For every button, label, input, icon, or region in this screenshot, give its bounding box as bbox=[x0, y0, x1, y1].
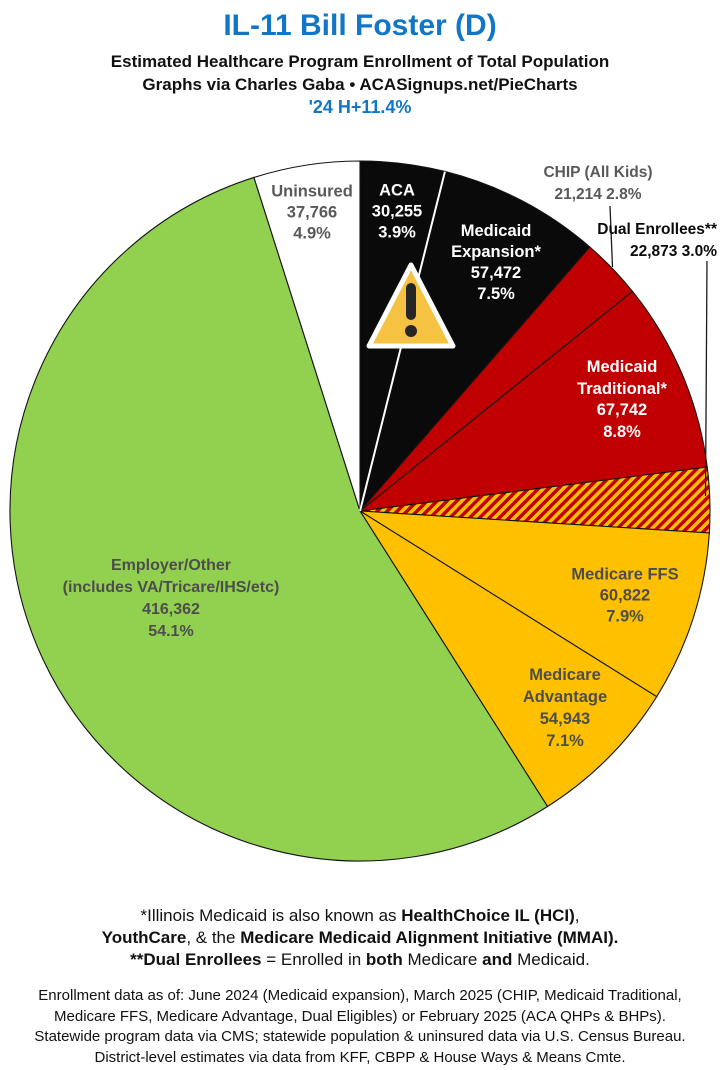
slice-label-medicare-ffs: Medicare FFS 60,822 7.9% bbox=[571, 565, 678, 628]
slice-label-line: 67,742 bbox=[596, 401, 648, 419]
pie-slice-medicaid-expansion bbox=[359, 170, 591, 512]
slice-label-line: 7.5% bbox=[477, 285, 515, 303]
slice-label-line: (includes VA/Tricare/IHS/etc) bbox=[62, 579, 280, 596]
slice-label-aca: ACA 30,255 3.9% bbox=[372, 181, 422, 244]
dual-leader-line bbox=[704, 260, 708, 497]
slice-label-line: 21,214 2.8% bbox=[554, 186, 642, 203]
source-line: Medicare FFS, Medicare Advantage, Dual E… bbox=[54, 1007, 666, 1025]
slice-label-line: CHIP (All Kids) bbox=[543, 164, 653, 181]
slice-label-line: 7.9% bbox=[606, 607, 644, 626]
slice-label-line: Uninsured bbox=[271, 182, 353, 201]
slice-label-line: Medicare FFS bbox=[571, 565, 679, 584]
slice-label-chip: CHIP (All Kids) 21,214 2.8% bbox=[543, 162, 652, 206]
slice-label-line: Advantage bbox=[522, 688, 608, 706]
source-line: District-level estimates via data from K… bbox=[94, 1048, 626, 1066]
slice-label-medicaid-expansion: Medicaid Expansion* 57,472 7.5% bbox=[451, 221, 541, 305]
source-notes: Enrollment data as of: June 2024 (Medica… bbox=[0, 986, 720, 1068]
pie-slice-medicare-ffs bbox=[359, 510, 710, 698]
slice-label-line: 57,472 bbox=[470, 264, 522, 282]
slice-label-line: Medicaid bbox=[586, 358, 658, 376]
slice-label-line: Medicaid bbox=[460, 222, 532, 240]
slice-label-line: 54,943 bbox=[539, 710, 591, 728]
chart-subtitle: Estimated Healthcare Program Enrollment … bbox=[110, 52, 610, 71]
slice-label-line: 7.1% bbox=[546, 732, 584, 750]
source-line: Statewide program data via CMS; statewid… bbox=[34, 1028, 686, 1045]
pie-slice-employer bbox=[9, 176, 549, 862]
slice-label-line: 30,255 bbox=[371, 202, 423, 221]
warning-triangle-icon bbox=[366, 262, 456, 349]
slice-label-line: 37,766 bbox=[286, 203, 338, 222]
slice-label-medicaid-traditional: Medicaid Traditional* 67,742 8.8% bbox=[577, 357, 667, 443]
pie-slices bbox=[9, 160, 711, 862]
slice-label-line: 416,362 bbox=[142, 601, 200, 618]
slice-label-line: 54.1% bbox=[148, 623, 194, 640]
slice-label-line: Dual Enrollees** bbox=[597, 221, 717, 238]
slice-label-dual: Dual Enrollees** 22,873 3.0% bbox=[597, 219, 717, 263]
slice-label-medicare-advantage: Medicare Advantage 54,943 7.1% bbox=[523, 664, 607, 752]
footnote-line: **Dual Enrollees = Enrolled in both Medi… bbox=[130, 950, 590, 969]
page-title: IL-11 Bill Foster (D) bbox=[223, 9, 497, 42]
pie-slice-medicare-advantage bbox=[359, 510, 658, 808]
source-line: Enrollment data as of: June 2024 (Medica… bbox=[38, 987, 682, 1004]
footnotes: *Illinois Medicaid is also known as Heal… bbox=[0, 905, 720, 971]
header: IL-11 Bill Foster (D) Estimated Healthca… bbox=[0, 0, 720, 119]
chip-leader-line bbox=[609, 205, 614, 268]
slice-label-line: Employer/Other bbox=[110, 557, 232, 574]
credit-line: Graphs via Charles Gaba • ACASignups.net… bbox=[142, 75, 578, 94]
slice-label-line: 4.9% bbox=[293, 224, 331, 243]
slice-label-line: Expansion* bbox=[451, 243, 541, 261]
slice-label-line: Traditional* bbox=[577, 379, 667, 398]
growth-stat: '24 H+11.4% bbox=[308, 97, 412, 117]
slice-label-line: Medicare bbox=[529, 666, 601, 684]
slice-label-line: 3.9% bbox=[378, 223, 416, 242]
footnote-line: *Illinois Medicaid is also known as Heal… bbox=[140, 906, 580, 925]
slice-label-line: 8.8% bbox=[603, 422, 641, 441]
slice-label-employer: Employer/Other (includes VA/Tricare/IHS/e… bbox=[63, 555, 280, 643]
slice-label-line: 60,822 bbox=[599, 586, 651, 605]
pie-slice-uninsured bbox=[253, 160, 361, 512]
slice-label-line: ACA bbox=[379, 181, 415, 200]
footnote-line: YouthCare, & the Medicare Medicaid Align… bbox=[101, 928, 619, 947]
slice-label-line: 22,873 3.0% bbox=[629, 243, 717, 260]
slice-label-uninsured: Uninsured 37,766 4.9% bbox=[271, 182, 353, 245]
